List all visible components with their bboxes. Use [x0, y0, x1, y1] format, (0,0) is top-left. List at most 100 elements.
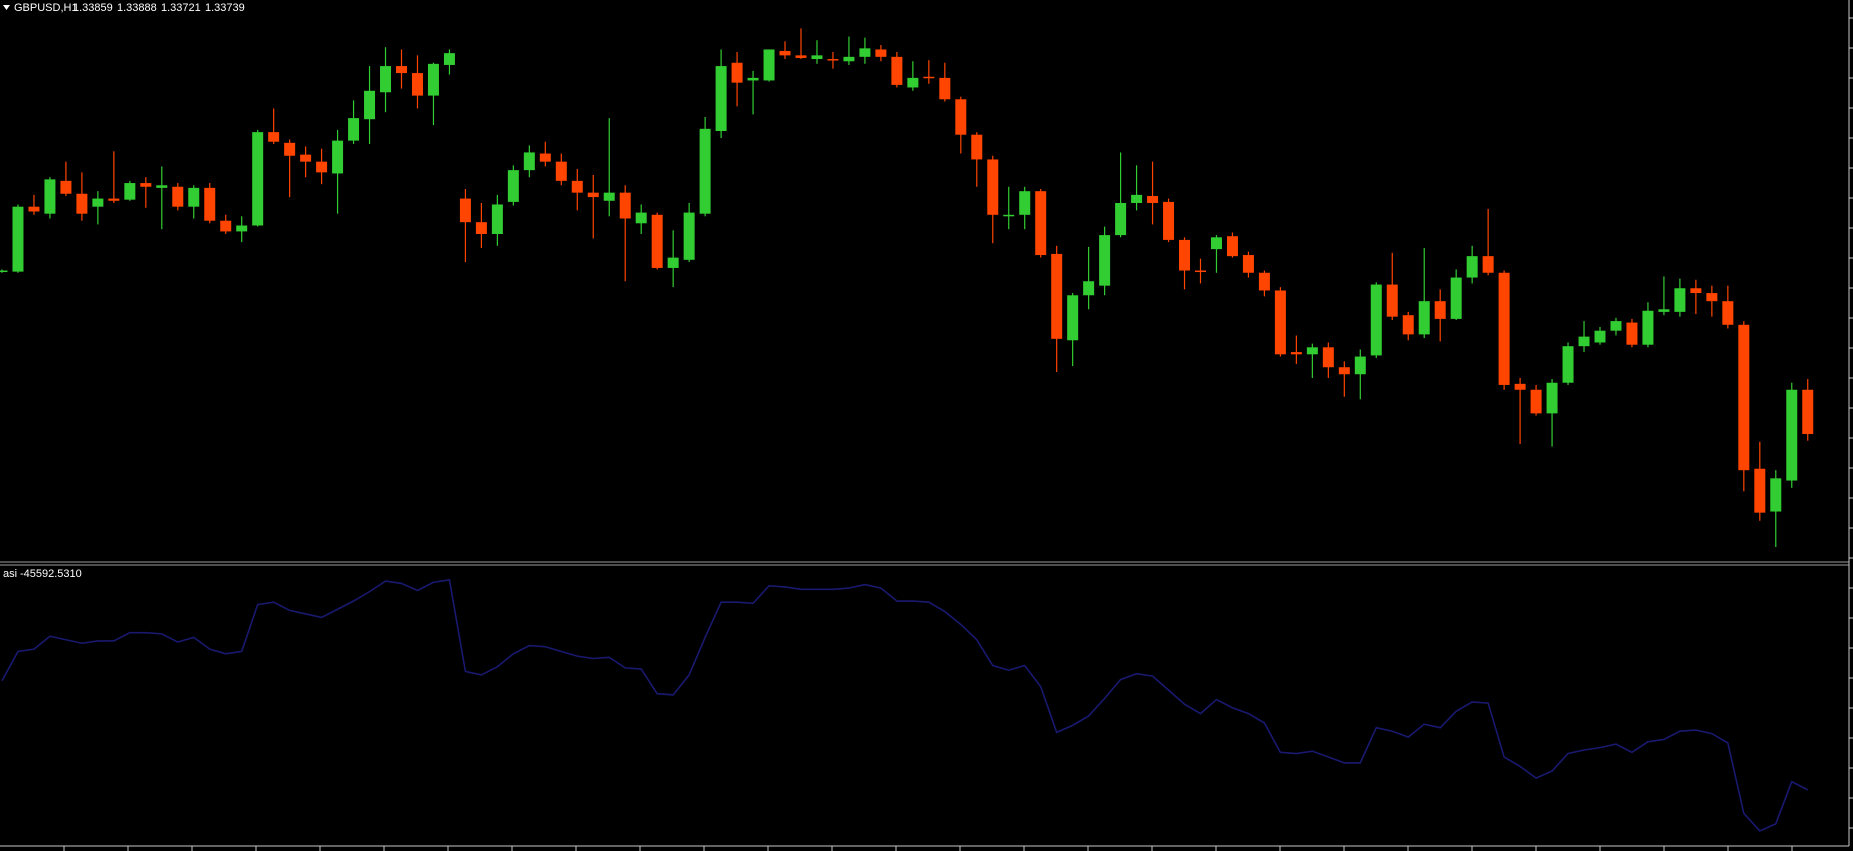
candle-body: [699, 128, 711, 214]
candle-body: [1418, 301, 1430, 335]
candle-body: [220, 220, 232, 232]
candle-body: [731, 62, 743, 83]
candle-body: [1067, 295, 1079, 341]
candle-body: [92, 198, 104, 207]
candle-body: [1035, 191, 1047, 256]
candle-body: [859, 48, 871, 57]
candle-body: [1770, 478, 1782, 512]
candle-body: [555, 161, 567, 181]
candle-body: [683, 212, 695, 260]
candle-body: [1626, 322, 1638, 345]
candle-body: [1322, 347, 1334, 368]
candle-body: [1354, 356, 1366, 375]
candle-body: [1738, 324, 1750, 471]
candle-body: [1642, 310, 1654, 345]
candle-body: [971, 134, 983, 160]
candle-body: [651, 214, 663, 268]
candle-body: [1083, 281, 1095, 296]
candle-body: [811, 55, 823, 60]
candle-body: [1690, 288, 1702, 294]
candle-body: [779, 50, 791, 56]
candle-body: [1386, 284, 1398, 317]
indicator-name: asi: [3, 568, 17, 580]
candle-body: [1706, 293, 1718, 302]
candle-body: [0, 270, 8, 273]
indicator-value: -45592.5310: [20, 568, 82, 580]
candle-body: [443, 53, 455, 65]
candle-body: [907, 77, 919, 88]
candle-body: [843, 56, 855, 62]
candle-body: [1338, 367, 1350, 375]
symbol-menu-arrow[interactable]: [3, 5, 10, 10]
candle-body: [1402, 315, 1414, 335]
candle-body: [1019, 191, 1031, 215]
candle-body: [523, 152, 535, 171]
candle-body: [1434, 301, 1446, 319]
symbol-title: GBPUSD,H1: [14, 2, 78, 14]
candle-body: [204, 187, 216, 221]
candle-body: [28, 206, 40, 212]
candle-body: [587, 192, 599, 198]
candle-body: [76, 193, 88, 214]
candle-body: [1147, 195, 1159, 203]
candle-body: [667, 257, 679, 268]
candle-body: [172, 186, 184, 207]
candle-body: [140, 183, 152, 187]
candle-body: [300, 154, 312, 162]
candle-body: [875, 49, 887, 57]
candle-body: [284, 142, 296, 156]
candle-body: [268, 132, 280, 142]
candle-body: [60, 180, 72, 194]
candle-body: [1562, 346, 1574, 383]
candle-body: [1210, 237, 1222, 250]
candle-body: [1658, 309, 1670, 312]
candle-body: [12, 206, 24, 272]
candle-body: [1594, 330, 1606, 343]
candle-body: [156, 185, 168, 188]
candle-body: [1290, 352, 1302, 355]
candle-body: [795, 55, 807, 58]
candle-body: [1003, 214, 1015, 217]
candle-body: [1242, 255, 1254, 273]
candle-body: [108, 198, 120, 201]
candle-body: [1274, 290, 1286, 355]
candle-body: [316, 161, 328, 173]
candle-body: [188, 187, 200, 207]
candle-body: [1115, 202, 1127, 236]
candle-body: [1258, 272, 1270, 291]
candle-body: [715, 66, 727, 132]
candle-body: [987, 159, 999, 215]
candle-body: [1099, 235, 1111, 286]
candle-body: [1498, 272, 1510, 385]
indicator-line: [1, 578, 1809, 832]
candle-body: [1674, 288, 1686, 312]
candle-body: [491, 204, 503, 234]
candle-body: [763, 49, 775, 81]
close-price: 1.33739: [205, 2, 245, 14]
candle-body: [923, 76, 935, 79]
candle-body: [1546, 382, 1558, 414]
plot-area: [0, 28, 1814, 832]
candle-body: [1578, 336, 1590, 347]
candle-body: [411, 73, 423, 96]
candle-body: [1370, 284, 1382, 356]
low-price: 1.33721: [161, 2, 201, 14]
candle-body: [1179, 239, 1191, 271]
candle-body: [539, 153, 551, 162]
candle-body: [939, 77, 951, 100]
candle-body: [1482, 256, 1494, 273]
candle-body: [1051, 253, 1063, 339]
candle-body: [635, 212, 647, 224]
high-price: 1.33888: [117, 2, 157, 14]
candle-body: [603, 192, 615, 201]
candle-body: [1226, 236, 1238, 257]
candle-body: [891, 56, 903, 85]
price-axis: [1850, 0, 1853, 851]
candle-body: [1131, 194, 1143, 203]
candle-body: [332, 140, 344, 174]
candle-body: [364, 90, 376, 120]
